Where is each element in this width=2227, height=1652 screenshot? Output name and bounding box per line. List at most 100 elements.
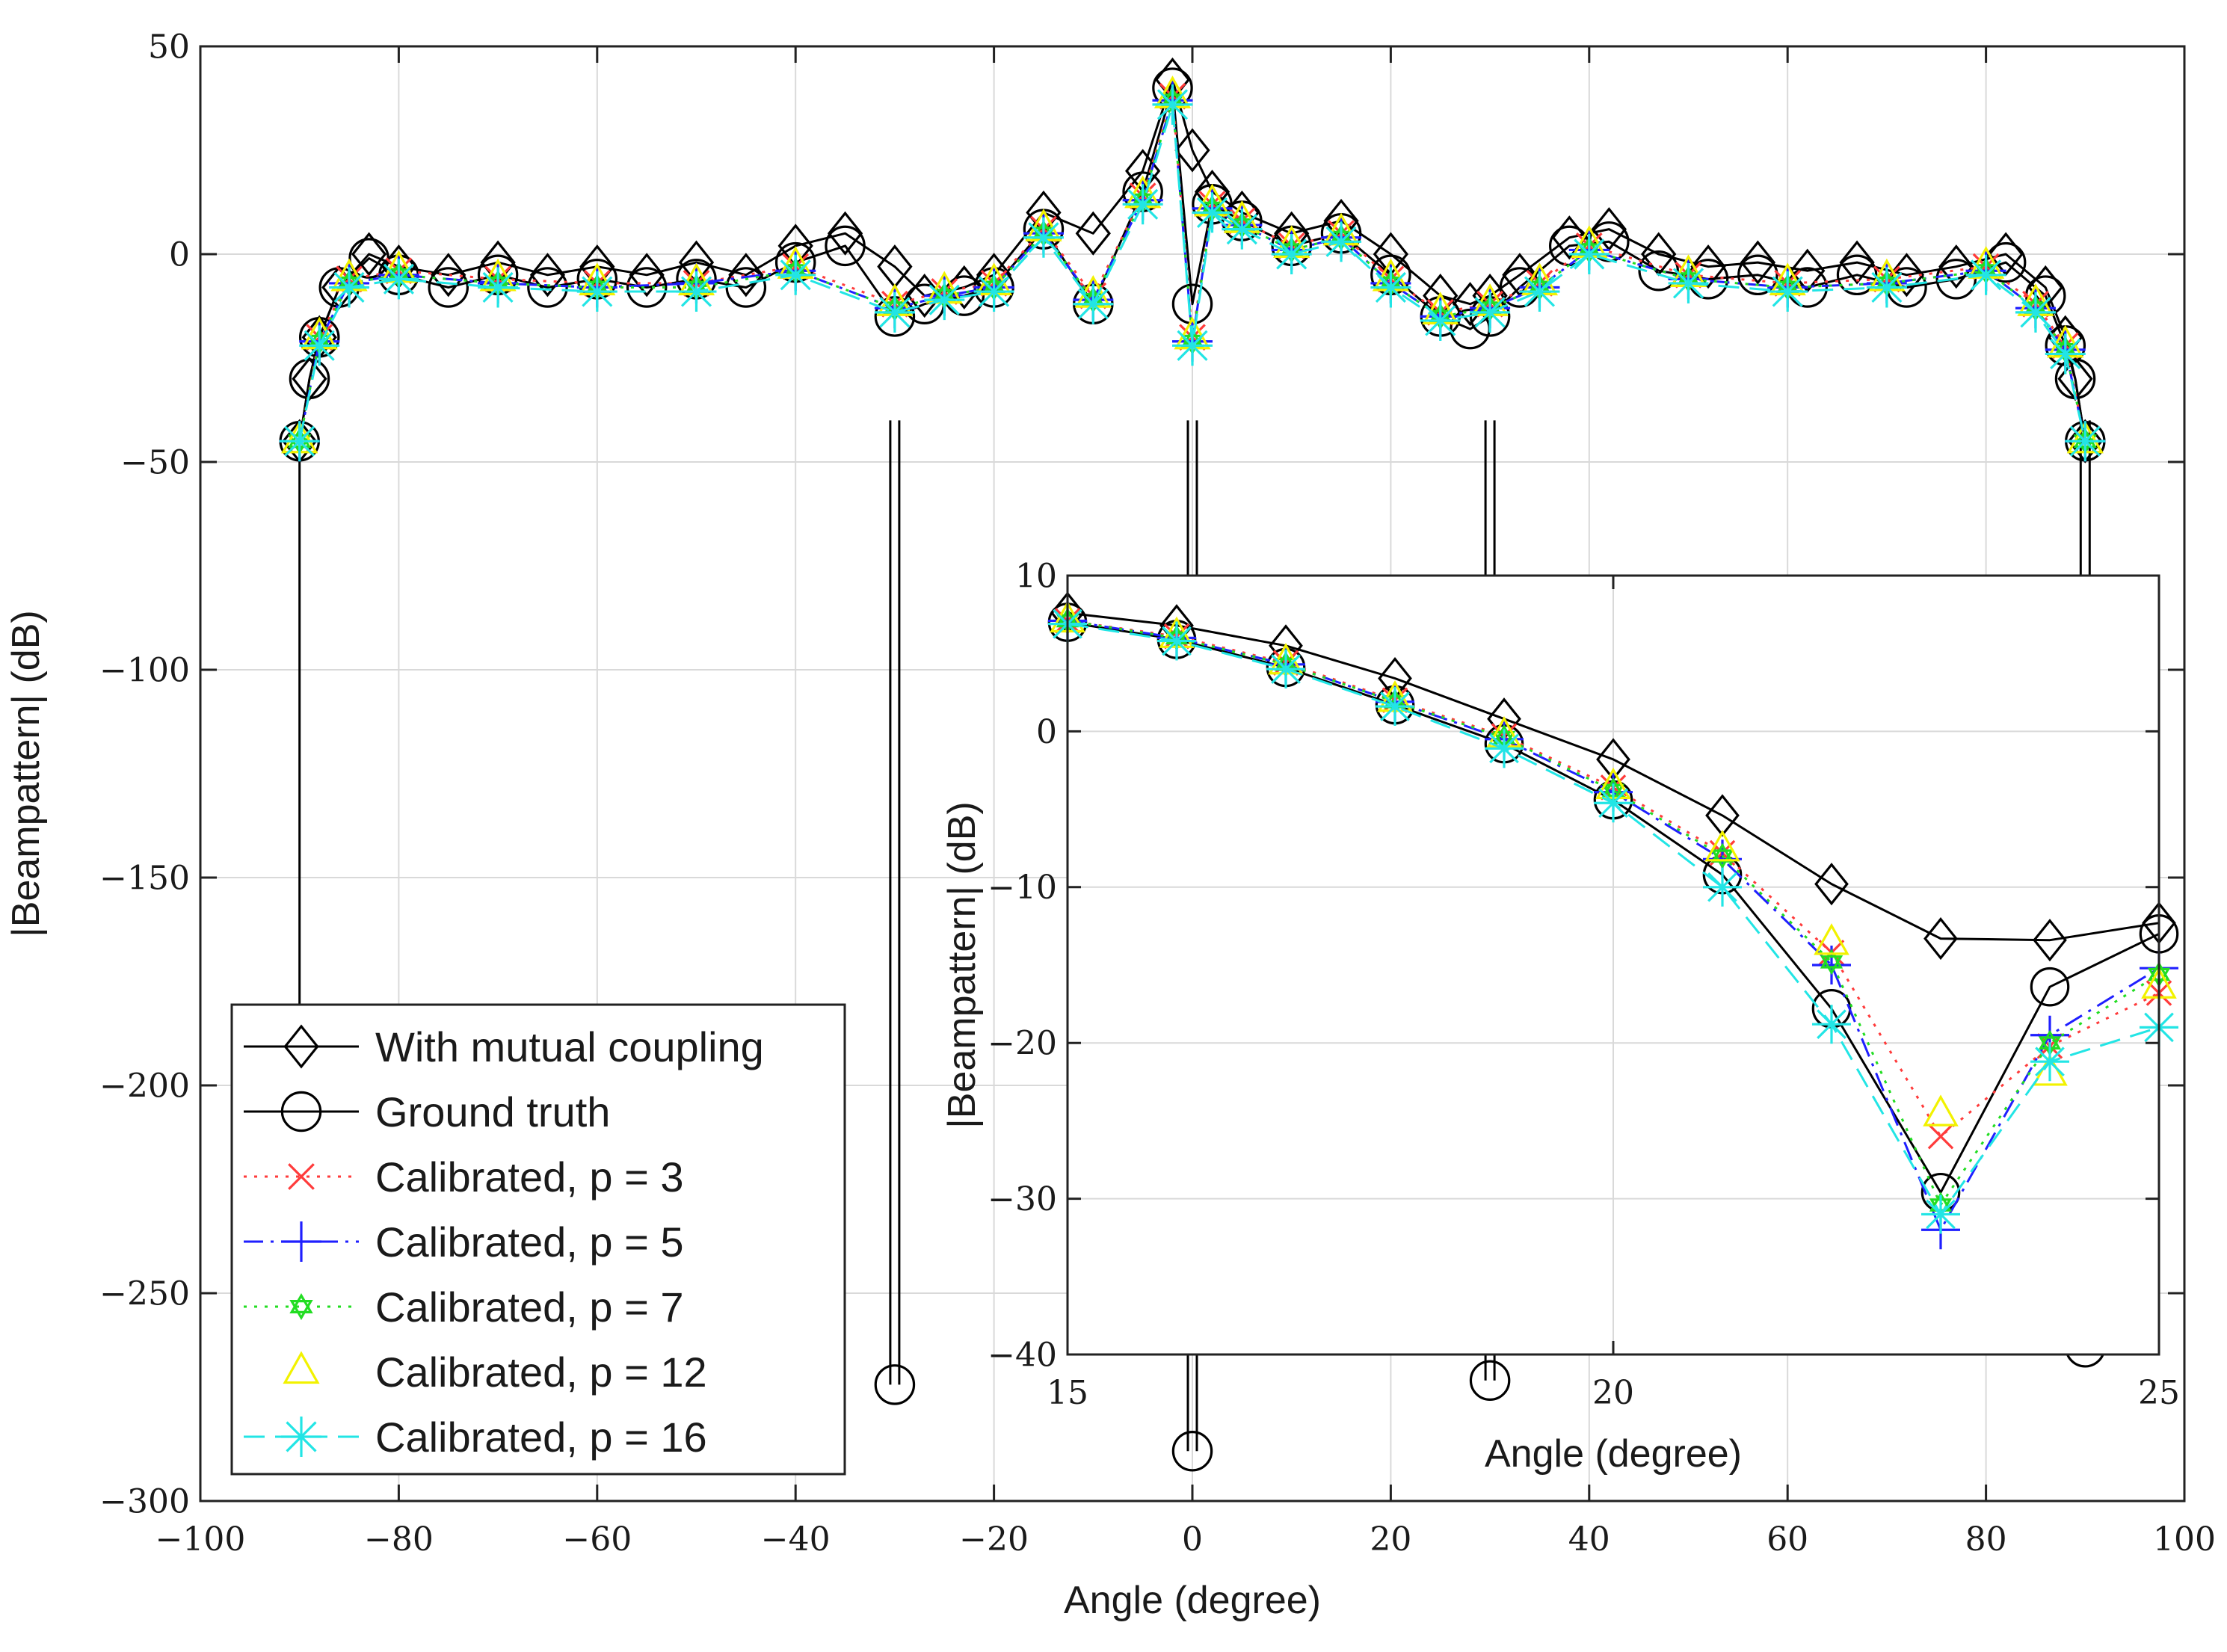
main-ytick-label: −250 [99, 1275, 190, 1313]
legend-marker-hexagram [289, 1293, 313, 1320]
main-ytick-label: −150 [99, 859, 190, 897]
main-data-point [1965, 254, 2006, 295]
main-xtick-label: −40 [761, 1520, 831, 1559]
main-xtick-label: 0 [1182, 1520, 1203, 1559]
inset-ytick-label: −10 [988, 869, 1057, 907]
inset-series-line [1067, 611, 2160, 942]
main-data-point [629, 253, 665, 298]
null-marker [1469, 1360, 1511, 1402]
main-data-point [576, 271, 617, 312]
main-data-point [1866, 267, 1907, 308]
null-marker [874, 1364, 916, 1405]
inset-series-line [1067, 619, 2160, 1138]
legend-label: Calibrated, p = 3 [375, 1153, 683, 1201]
legend-label: Ground truth [375, 1088, 610, 1135]
main-ytick-label: −50 [120, 443, 190, 481]
inset-data-point [1927, 1123, 1954, 1150]
main-data-point [1174, 128, 1210, 173]
inset-ytick-label: 0 [1036, 713, 1057, 751]
main-data-point [1737, 254, 1778, 296]
inset-data-point [1923, 1094, 1959, 1126]
main-ytick-label: 50 [148, 28, 190, 66]
inset-data-point [1814, 923, 1849, 955]
main-data-point [1568, 234, 1610, 274]
inset-ytick-label: −30 [988, 1180, 1057, 1218]
main-data-point [924, 280, 965, 321]
legend-marker-x [288, 1163, 315, 1190]
main-ytick-label: −200 [99, 1067, 190, 1105]
legend-item: Calibrated, p = 7 [244, 1283, 683, 1331]
inset-data-point [2033, 919, 2067, 962]
main-y-axis-title: |Beampattern| (dB) [4, 610, 48, 937]
inset-data-point [1921, 1195, 1960, 1234]
main-data-point [529, 253, 566, 298]
main-data-point [1519, 271, 1560, 312]
main-data-point [1023, 217, 1064, 258]
inset-data-point [1923, 917, 1958, 961]
main-data-point [775, 254, 816, 295]
inset-series-line [1067, 619, 2160, 1206]
main-frame: −100 −80 −60 −40 −20 0 20 40 60 80 100−300−250−200… [4, 28, 2216, 1622]
main-series-line [298, 78, 2086, 442]
main-xtick-label: 20 [1370, 1520, 1411, 1559]
main-xtick-label: 80 [1965, 1520, 2007, 1559]
inset-data-point [1812, 1005, 1851, 1044]
legend-marker-diamond [283, 1024, 319, 1069]
inset-data-point [1266, 650, 1305, 689]
main-data-point [1271, 234, 1312, 274]
inset-data-point [1820, 949, 1843, 976]
inset-xtick-label: 15 [1047, 1374, 1088, 1412]
inset-data-point [1703, 867, 1742, 907]
main-data-point [428, 267, 469, 308]
main-data-point [1938, 244, 1974, 289]
legend-marker-asterisk [281, 1417, 321, 1457]
main-xtick-label: −20 [959, 1520, 1029, 1559]
main-data-point [1222, 209, 1263, 250]
legend-label: Calibrated, p = 7 [375, 1283, 683, 1331]
main-ytick-label: −100 [99, 651, 190, 689]
main-data-point [1767, 271, 1808, 312]
main-data-point [825, 225, 866, 267]
main-data-point [1690, 244, 1726, 289]
legend: With mutual coupling Ground truth Calibrat… [230, 1003, 846, 1476]
main-xtick-label: 40 [1568, 1520, 1610, 1559]
inset-axes [1067, 575, 2160, 1355]
main-data-point [626, 267, 668, 308]
main-ytick-label: −300 [99, 1482, 190, 1520]
legend-label: With mutual coupling [375, 1023, 764, 1070]
main-data-point [1172, 325, 1213, 366]
main-data-point [1321, 221, 1362, 262]
legend-item: Calibrated, p = 16 [244, 1414, 707, 1461]
main-data-point [527, 267, 568, 308]
inset-x-axis-title: Angle (degree) [1485, 1432, 1742, 1476]
inset-ytick-label: −20 [988, 1025, 1057, 1063]
inset-data-point [1485, 729, 1524, 768]
inset-data-point [2030, 967, 2070, 1007]
legend-item: Calibrated, p = 12 [283, 1349, 707, 1396]
legend-marker-plus [281, 1221, 321, 1262]
inset-ytick-label: −40 [988, 1336, 1057, 1374]
main-data-point [973, 271, 1014, 312]
main-x-axis-title: Angle (degree) [1064, 1579, 1321, 1622]
main-data-point [279, 421, 320, 462]
main-xtick-label: 100 [2153, 1520, 2216, 1559]
main-xtick-label: −100 [155, 1520, 246, 1559]
main-data-point [1192, 192, 1233, 233]
legend-item: Calibrated, p = 5 [244, 1218, 683, 1266]
main-data-point [1073, 283, 1114, 324]
main-data-point [1836, 254, 1878, 296]
legend-item: With mutual coupling [244, 1023, 764, 1070]
main-data-point [431, 253, 466, 298]
main-series-line [298, 99, 2086, 442]
inset-xtick-label: 20 [1592, 1374, 1634, 1412]
main-data-point [1152, 84, 1193, 125]
main-data-point [676, 271, 717, 312]
main-data-point [1122, 184, 1163, 225]
inset-ytick-label: 10 [1015, 557, 1057, 595]
main-series [279, 57, 2106, 463]
legend-marker-triangle [283, 1351, 320, 1384]
null-marker [1171, 1431, 1213, 1472]
inset-xtick-label: 25 [2138, 1374, 2180, 1412]
main-data-point [1638, 250, 1679, 292]
